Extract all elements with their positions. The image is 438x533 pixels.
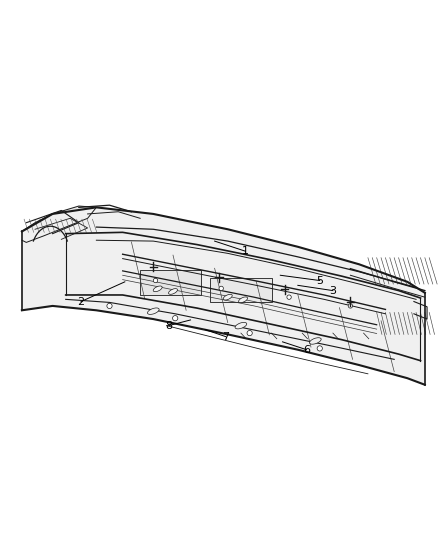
Ellipse shape xyxy=(239,297,247,303)
Circle shape xyxy=(348,304,353,308)
Ellipse shape xyxy=(235,322,247,329)
Circle shape xyxy=(219,286,223,290)
Text: 1: 1 xyxy=(242,246,249,256)
Ellipse shape xyxy=(153,286,162,292)
Text: 5: 5 xyxy=(316,276,323,286)
Circle shape xyxy=(173,316,178,321)
Text: 7: 7 xyxy=(222,332,229,342)
Polygon shape xyxy=(22,206,96,243)
Polygon shape xyxy=(22,207,425,385)
Text: 8: 8 xyxy=(165,321,172,330)
Bar xyxy=(140,270,201,295)
Bar xyxy=(210,278,272,302)
Text: 6: 6 xyxy=(303,345,310,355)
Circle shape xyxy=(247,330,252,336)
Circle shape xyxy=(153,278,158,282)
Ellipse shape xyxy=(169,289,177,294)
Circle shape xyxy=(287,295,291,300)
Circle shape xyxy=(317,346,322,351)
Ellipse shape xyxy=(223,294,232,300)
Text: 2: 2 xyxy=(78,296,85,306)
Ellipse shape xyxy=(310,338,321,344)
Circle shape xyxy=(107,303,112,309)
Ellipse shape xyxy=(148,308,159,314)
Text: 3: 3 xyxy=(329,286,336,296)
